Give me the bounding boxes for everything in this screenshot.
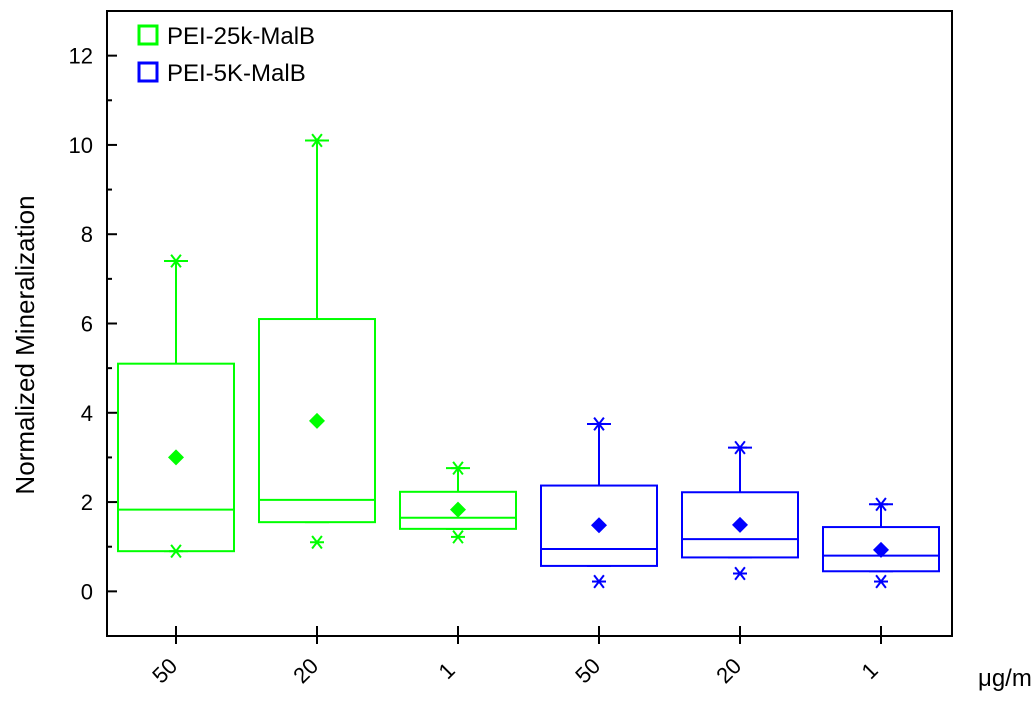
box-item	[117, 254, 235, 559]
min-marker	[592, 574, 606, 589]
box-item	[258, 133, 376, 550]
y-tick-label: 0	[81, 579, 93, 604]
box-series	[117, 133, 517, 559]
x-tick-label: 1	[434, 658, 460, 684]
max-marker-stroke	[452, 461, 464, 476]
max-marker	[169, 254, 183, 268]
legend: PEI-25k-MalB PEI-5K-MalB	[137, 23, 315, 87]
y-tick-label: 2	[81, 490, 93, 515]
max-marker-stroke	[875, 497, 887, 512]
box-item	[399, 461, 517, 544]
y-tick-label: 6	[81, 312, 93, 337]
mean-marker	[309, 412, 325, 429]
y-tick-label: 12	[69, 44, 93, 69]
y-tick-label: 4	[81, 401, 93, 426]
mean-marker	[873, 541, 889, 558]
box-item	[681, 440, 799, 581]
max-marker	[451, 461, 465, 476]
legend-swatch	[137, 24, 159, 46]
legend-swatch	[137, 61, 159, 83]
legend-item: PEI-25k-MalB	[137, 23, 315, 50]
legend-label: PEI-25k-MalB	[167, 23, 315, 50]
mean-marker	[732, 516, 748, 533]
max-marker	[874, 497, 888, 512]
min-marker-stroke	[311, 535, 323, 550]
max-marker-stroke	[170, 254, 182, 268]
legend-item: PEI-5K-MalB	[137, 60, 306, 87]
y-axis-title: Normalized Mineralization	[10, 195, 40, 494]
max-marker	[592, 417, 606, 431]
max-marker-stroke	[311, 133, 323, 148]
max-marker-stroke	[734, 440, 746, 455]
x-tick-label: 50	[147, 653, 182, 688]
mean-marker	[450, 501, 466, 518]
x-tick-label: 1	[857, 658, 883, 684]
min-marker-stroke	[170, 544, 182, 559]
y-axis: 0 2 4 6 8 10 12	[69, 10, 117, 637]
box-item	[822, 497, 940, 589]
max-marker	[733, 440, 747, 455]
x-tick-label: 50	[570, 653, 605, 688]
min-marker-stroke	[734, 566, 746, 581]
mean-marker	[168, 449, 184, 466]
min-marker	[874, 574, 888, 589]
box-series-group	[117, 133, 940, 589]
min-marker-stroke	[452, 529, 464, 544]
box-series	[540, 417, 940, 589]
legend-label: PEI-5K-MalB	[167, 60, 306, 87]
min-marker	[451, 529, 465, 544]
max-marker-stroke	[593, 417, 605, 431]
x-axis-unit-label: μg/ml	[978, 665, 1033, 692]
max-marker	[310, 133, 324, 148]
x-tick-label: 20	[288, 653, 323, 688]
min-marker-stroke	[875, 574, 887, 589]
y-tick-label: 8	[81, 222, 93, 247]
min-marker	[310, 535, 324, 550]
mean-marker	[591, 517, 607, 534]
box-item	[540, 417, 658, 589]
min-marker	[169, 544, 183, 559]
min-marker-stroke	[593, 574, 605, 589]
x-tick-label: 20	[711, 653, 746, 688]
y-tick-label: 10	[69, 133, 93, 158]
min-marker	[733, 566, 747, 581]
